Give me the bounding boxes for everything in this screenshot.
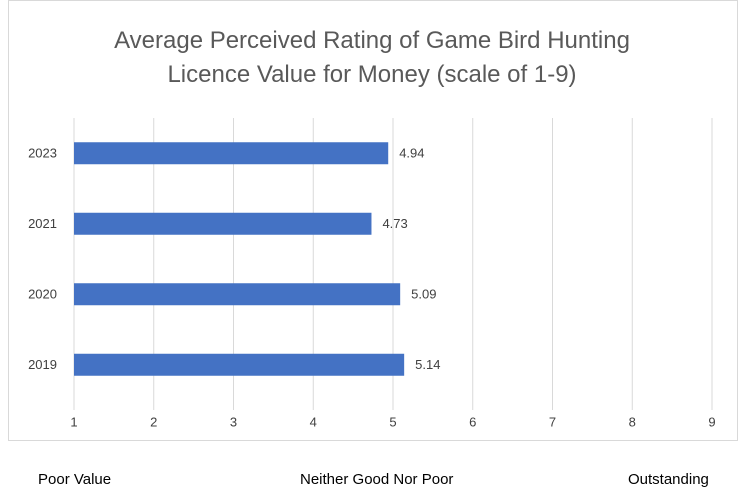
y-tick-label: 2019: [28, 357, 57, 372]
annotation: Poor Value: [38, 471, 111, 488]
x-tick-label: 6: [469, 414, 476, 429]
annotation: Outstanding: [628, 471, 709, 488]
y-tick-label: 2020: [28, 287, 57, 302]
bar: [74, 353, 405, 376]
value-label: 4.73: [382, 216, 407, 231]
y-tick-label: 2023: [28, 146, 57, 161]
annotation: Neither Good Nor Poor: [300, 471, 453, 488]
x-tick-label: 7: [549, 414, 556, 429]
x-tick-label: 1: [70, 414, 77, 429]
bar: [74, 142, 389, 165]
value-label: 4.94: [399, 146, 424, 161]
x-tick-label: 3: [230, 414, 237, 429]
x-tick-label: 5: [389, 414, 396, 429]
chart-title: Average Perceived Rating of Game Bird Hu…: [114, 27, 630, 88]
bar: [74, 212, 372, 235]
x-tick-label: 9: [708, 414, 715, 429]
x-tick-label: 8: [629, 414, 636, 429]
x-tick-label: 4: [310, 414, 317, 429]
value-label: 5.14: [415, 357, 440, 372]
chart-border: [8, 0, 738, 441]
bar: [74, 283, 401, 306]
x-tick-label: 2: [150, 414, 157, 429]
value-label: 5.09: [411, 287, 436, 302]
y-tick-label: 2021: [28, 216, 57, 231]
